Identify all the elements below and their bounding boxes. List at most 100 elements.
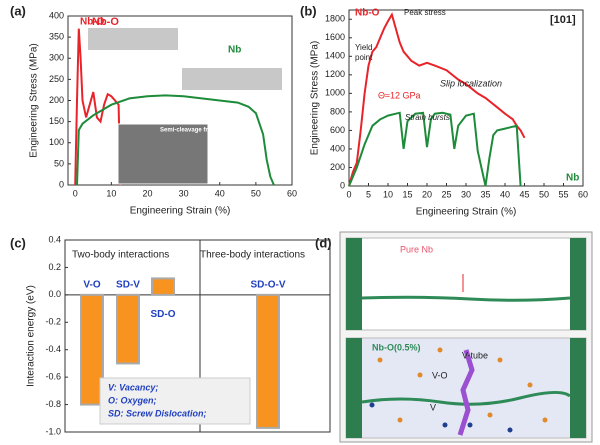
annotation: Nb-O — [92, 16, 119, 28]
y-tick-label: 800 — [330, 106, 345, 116]
series-label: Nb-O — [355, 8, 380, 19]
legend-entry: O: Oxygen; — [108, 395, 157, 405]
y-tick-label: 0.4 — [48, 234, 61, 244]
y-tick-label: 50 — [54, 158, 64, 168]
y-tick-label: 0 — [340, 180, 345, 190]
panel-label: (d) — [315, 235, 332, 250]
x-axis-label: Engineering Strain (%) — [130, 206, 231, 217]
bar — [256, 293, 280, 429]
annotation: Nb-O(0.5%) — [372, 342, 421, 352]
y-tick-label: 1400 — [325, 51, 345, 61]
slab — [570, 338, 586, 438]
line — [348, 111, 522, 187]
y-tick-label: 250 — [49, 74, 64, 84]
specimen-image — [182, 68, 282, 90]
annotation: [101] — [550, 14, 576, 26]
x-tick-label: 10 — [106, 188, 116, 198]
slab — [346, 338, 362, 438]
x-tick-label: 45 — [519, 189, 529, 199]
annotation: Strain bursts — [405, 113, 450, 122]
bar — [80, 293, 104, 406]
bar-label: V-O — [83, 279, 100, 290]
series-label: Nb — [566, 173, 579, 184]
y-tick-label: 400 — [330, 143, 345, 153]
legend-box — [99, 377, 251, 425]
x-tick-label: 40 — [500, 189, 510, 199]
line — [74, 28, 122, 186]
annotation: Peak stress — [404, 8, 446, 17]
y-tick-label: 0 — [59, 179, 64, 189]
x-tick-label: 30 — [179, 188, 189, 198]
annotation: Θ≈12 GPa — [378, 90, 420, 100]
annotation: Two-body interactions — [72, 250, 169, 261]
x-tick-label: 55 — [558, 189, 568, 199]
y-tick-label: 300 — [49, 53, 64, 63]
bar — [116, 293, 140, 365]
annotation: V — [430, 402, 436, 412]
dislocation-line — [361, 391, 571, 406]
annotation: point — [355, 53, 373, 62]
y-tick-label: 1000 — [325, 88, 345, 98]
bar-label: SD-V — [116, 279, 140, 290]
y-tick-label: 1200 — [325, 69, 345, 79]
legend-entry: SD: Screw Dislocation; — [108, 408, 207, 418]
pure-nb-box — [345, 237, 587, 331]
y-tick-label: 200 — [49, 95, 64, 105]
y-tick-label: 600 — [330, 125, 345, 135]
y-axis-label: Engineering Stress (MPa) — [29, 43, 40, 158]
y-tick-label: 150 — [49, 116, 64, 126]
slab — [346, 238, 362, 330]
x-tick-label: 60 — [287, 188, 297, 198]
v-tube — [457, 349, 475, 436]
bar — [151, 277, 175, 296]
y-tick-label: 1600 — [325, 32, 345, 42]
dislocation-line — [361, 295, 571, 302]
annotation: Yield — [355, 43, 373, 52]
x-tick-label: 20 — [142, 188, 152, 198]
x-tick-label: 60 — [578, 189, 588, 199]
annotation: Slip localization — [440, 78, 502, 88]
line — [76, 94, 275, 186]
slab — [570, 238, 586, 330]
y-tick-label: -0.8 — [45, 399, 61, 409]
x-tick-label: 35 — [480, 189, 490, 199]
y-tick-label: -0.2 — [45, 317, 61, 327]
y-axis-label: Interaction energy (eV) — [26, 285, 37, 387]
x-tick-label: 10 — [383, 189, 393, 199]
x-tick-label: 20 — [422, 189, 432, 199]
y-tick-label: 350 — [49, 32, 64, 42]
y-tick-label: 1800 — [325, 14, 345, 24]
series-label: Nb — [228, 45, 241, 56]
y-tick-label: 200 — [330, 162, 345, 172]
x-tick-label: 5 — [366, 189, 371, 199]
y-tick-label: 400 — [49, 10, 64, 20]
inset-image — [117, 123, 209, 185]
y-tick-label: 100 — [49, 137, 64, 147]
annotation: V-O — [432, 370, 448, 380]
x-tick-label: 50 — [251, 188, 261, 198]
panel-label: (c) — [10, 235, 26, 250]
x-tick-label: 0 — [346, 189, 351, 199]
annotation: Semi-cleavage fracture — [160, 128, 226, 134]
annotation: Three-body interactions — [200, 250, 305, 261]
simulation-image — [339, 231, 593, 443]
y-tick-label: -0.4 — [45, 344, 61, 354]
x-tick-label: 25 — [441, 189, 451, 199]
x-tick-label: 0 — [73, 188, 78, 198]
x-tick-label: 15 — [402, 189, 412, 199]
oxygen-atoms — [377, 347, 548, 423]
x-axis-label: Engineering Strain (%) — [416, 207, 517, 218]
panel-label: (b) — [300, 3, 317, 18]
vacancies — [369, 402, 513, 433]
bar-label: SD-O — [151, 309, 176, 320]
panel-label: (a) — [10, 3, 26, 18]
series-label: Nb-O — [80, 17, 105, 28]
x-tick-label: 50 — [539, 189, 549, 199]
line — [348, 12, 526, 187]
y-tick-label: -1.0 — [45, 426, 61, 436]
bar-label: SD-O-V — [251, 279, 286, 290]
y-tick-label: 0.2 — [48, 262, 61, 272]
y-tick-label: -0.6 — [45, 372, 61, 382]
annotation: Pure Nb — [400, 244, 433, 254]
